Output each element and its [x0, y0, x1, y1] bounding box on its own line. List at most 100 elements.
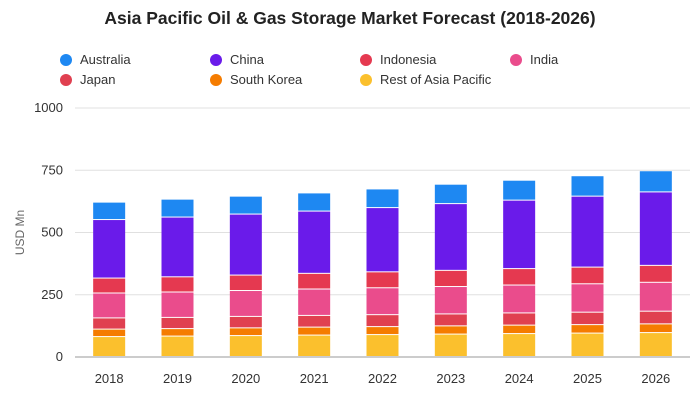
- bar-segment: [639, 192, 672, 265]
- legend-swatch: [210, 73, 222, 86]
- bar-segment: [93, 202, 126, 220]
- y-tick-label: 1000: [34, 100, 63, 115]
- bar-segment: [366, 272, 399, 288]
- bar-segment: [229, 291, 262, 316]
- bar-segment: [366, 327, 399, 335]
- bar-segment: [503, 313, 536, 325]
- bar-segment: [571, 284, 604, 312]
- x-tick-label: 2019: [163, 371, 192, 386]
- bar-segment: [161, 199, 194, 217]
- bar-segment: [161, 317, 194, 329]
- bar-segment: [161, 217, 194, 277]
- bar-segment: [229, 328, 262, 336]
- bar-segment: [93, 318, 126, 329]
- legend-label: Rest of Asia Pacific: [380, 72, 492, 87]
- bar-segment: [503, 325, 536, 334]
- legend-label: Japan: [80, 72, 116, 87]
- bar-segment: [298, 193, 331, 211]
- bar-segment: [298, 327, 331, 335]
- y-tick-label: 750: [41, 162, 63, 177]
- bar-segment: [161, 336, 194, 356]
- legend-item[interactable]: Indonesia: [360, 52, 436, 67]
- legend-item[interactable]: China: [210, 52, 264, 67]
- y-axis-title: USD Mn: [13, 210, 27, 255]
- bar-segment: [93, 329, 126, 337]
- bar-segment: [571, 325, 604, 333]
- bar-segment: [639, 311, 672, 324]
- bar-segment: [503, 180, 536, 200]
- bar-segment: [93, 220, 126, 278]
- bar-segment: [571, 267, 604, 284]
- bar-segment: [571, 176, 604, 196]
- legend-item[interactable]: Japan: [60, 72, 115, 87]
- x-tick-label: 2020: [231, 371, 260, 386]
- bar-segment: [639, 333, 672, 356]
- bar-segment: [503, 285, 536, 313]
- x-tick-label: 2023: [436, 371, 465, 386]
- bar-segment: [434, 204, 467, 270]
- x-tick-label: 2022: [368, 371, 397, 386]
- bar-segment: [366, 288, 399, 315]
- bar-segment: [639, 171, 672, 192]
- legend-item[interactable]: South Korea: [210, 72, 302, 87]
- bar-segment: [571, 196, 604, 267]
- bar-segment: [161, 329, 194, 336]
- legend-swatch: [510, 53, 522, 66]
- bar-segment: [366, 335, 399, 356]
- x-tick-label: 2025: [573, 371, 602, 386]
- chart-legend: Australia China Indonesia India Japan South K…: [0, 52, 700, 92]
- bar-segment: [229, 316, 262, 328]
- bar-segment: [639, 324, 672, 333]
- bar-segment: [93, 278, 126, 293]
- bar-segment: [366, 189, 399, 208]
- bar-segment: [229, 275, 262, 291]
- bar-segment: [298, 315, 331, 327]
- bar-segment: [298, 273, 331, 289]
- legend-swatch: [360, 53, 372, 66]
- bar-segment: [298, 289, 331, 315]
- bar-segment: [571, 312, 604, 325]
- y-tick-label: 0: [56, 349, 63, 364]
- bar-segment: [434, 184, 467, 204]
- legend-item[interactable]: Rest of Asia Pacific: [360, 72, 491, 87]
- x-tick-label: 2026: [641, 371, 670, 386]
- bar-segment: [639, 265, 672, 282]
- bar-segment: [161, 277, 194, 292]
- bar-segment: [366, 208, 399, 272]
- bar-segment: [161, 292, 194, 317]
- bar-segment: [434, 270, 467, 287]
- bar-segment: [93, 337, 126, 356]
- legend-swatch: [210, 53, 222, 66]
- legend-swatch: [60, 53, 72, 66]
- legend-label: Indonesia: [380, 52, 437, 67]
- bar-segment: [229, 214, 262, 275]
- bar-segment: [93, 293, 126, 318]
- bar-segment: [503, 200, 536, 269]
- legend-item[interactable]: India: [510, 52, 558, 67]
- legend-label: South Korea: [230, 72, 303, 87]
- x-tick-label: 2018: [95, 371, 124, 386]
- legend-swatch: [60, 73, 72, 86]
- x-tick-label: 2024: [505, 371, 534, 386]
- bar-segment: [229, 336, 262, 356]
- bar-segment: [639, 282, 672, 311]
- bar-segment: [503, 269, 536, 285]
- legend-item[interactable]: Australia: [60, 52, 131, 67]
- bar-segment: [503, 334, 536, 356]
- bar-segment: [298, 211, 331, 273]
- bar-segment: [434, 334, 467, 356]
- legend-label: India: [530, 52, 559, 67]
- bar-segment: [434, 326, 467, 334]
- bar-segment: [229, 196, 262, 214]
- bar-segment: [434, 314, 467, 326]
- bar-segment: [434, 287, 467, 314]
- x-tick-label: 2021: [300, 371, 329, 386]
- chart-title: Asia Pacific Oil & Gas Storage Market Fo…: [104, 8, 596, 28]
- legend-label: Australia: [80, 52, 131, 67]
- y-tick-label: 500: [41, 225, 63, 240]
- bar-segment: [366, 315, 399, 327]
- legend-label: China: [230, 52, 264, 67]
- legend-swatch: [360, 73, 372, 86]
